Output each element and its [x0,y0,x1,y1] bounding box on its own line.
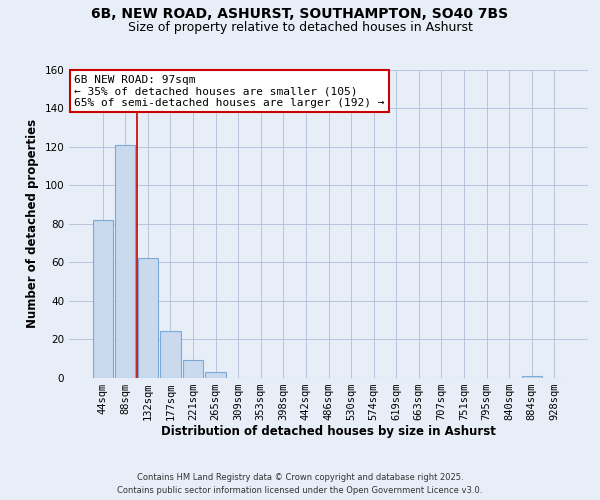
Bar [92,220,113,378]
Text: Contains HM Land Registry data © Crown copyright and database right 2025.: Contains HM Land Registry data © Crown c… [137,472,463,482]
Bar [521,376,542,378]
Bar [115,145,136,378]
Bar [138,258,158,378]
Text: Size of property relative to detached houses in Ashurst: Size of property relative to detached ho… [128,21,472,34]
X-axis label: Distribution of detached houses by size in Ashurst: Distribution of detached houses by size … [161,426,496,438]
Bar [160,332,181,378]
Text: Contains public sector information licensed under the Open Government Licence v3: Contains public sector information licen… [118,486,482,495]
Text: 6B, NEW ROAD, ASHURST, SOUTHAMPTON, SO40 7BS: 6B, NEW ROAD, ASHURST, SOUTHAMPTON, SO40… [91,8,509,22]
Text: 6B NEW ROAD: 97sqm
← 35% of detached houses are smaller (105)
65% of semi-detach: 6B NEW ROAD: 97sqm ← 35% of detached hou… [74,74,385,108]
Bar [183,360,203,378]
Bar [205,372,226,378]
Y-axis label: Number of detached properties: Number of detached properties [26,119,39,328]
